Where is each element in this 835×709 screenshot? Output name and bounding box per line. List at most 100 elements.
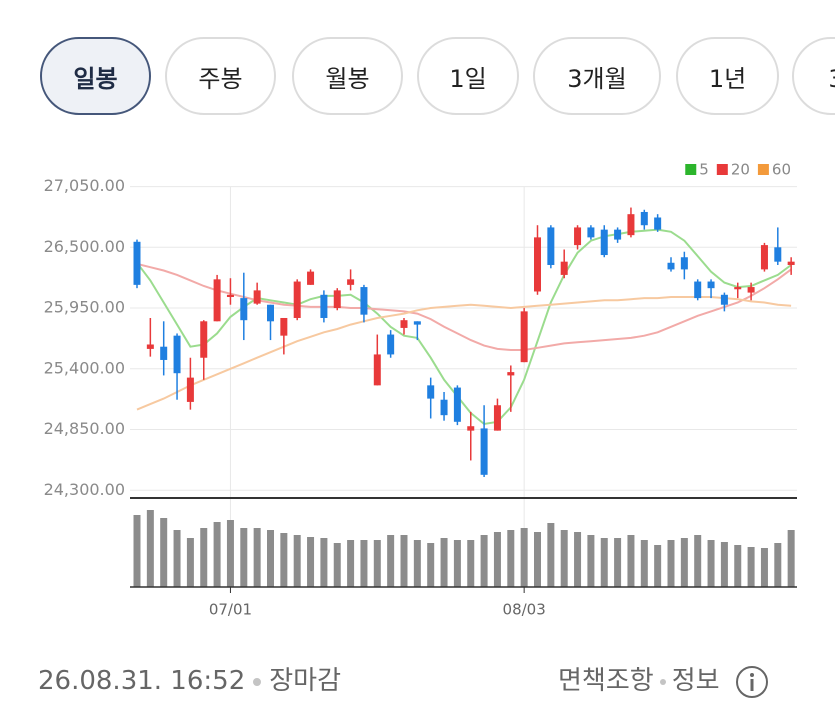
y-tick-label: 27,050.00 [44,176,125,195]
volume-bar [600,538,608,587]
timestamp: 26.08.31. 16:52 [38,666,246,696]
market-status: 26.08.31. 16:52 장마감 [38,660,341,697]
volume-bar [226,520,234,587]
legend-label: 5 [699,161,709,179]
volume-bar [760,548,768,587]
candle-body [307,271,315,285]
candle-body [707,281,715,289]
volume-bar [467,540,475,587]
y-tick-label: 25,400.00 [44,358,125,377]
moving-average-line [136,262,792,351]
volume-bar [627,535,635,587]
x-tick-label: 07/01 [209,601,252,619]
candle-body [427,385,435,399]
volume-bar [534,532,541,587]
candle-body [760,245,768,270]
volume-bar [694,535,702,587]
volume-bar [293,535,301,587]
volume-bar [186,538,194,587]
legend-swatch [685,164,697,175]
candle-body [787,261,795,265]
period-tab[interactable]: 3개월 [533,37,661,115]
period-tab[interactable]: 월봉 [292,37,403,115]
moving-average-line [136,296,792,411]
volume-bar [333,543,341,587]
chart: 27,050.00 26,500.00 25,950.00 25,400.00 24,8… [44,161,797,619]
y-tick-label: 24,850.00 [44,419,125,438]
footer-links: 면책조항 정보 [558,660,770,700]
candle-body [560,261,568,275]
legend-label: 60 [772,161,791,179]
volume-bar [614,538,622,587]
volume-bar [774,543,782,587]
candle-body [173,335,181,374]
separator [253,677,262,686]
candle-body [587,227,595,238]
candle-body [734,287,742,290]
volume-bar [387,535,395,587]
volume-bar [360,540,368,587]
candle-body [640,211,648,226]
candle-body [600,229,608,256]
volume-bar [440,538,448,587]
candle-body [267,304,274,322]
volume-bar [133,515,141,587]
volume-bar [253,528,261,587]
candle-body [774,247,782,262]
volume-bar [520,528,528,587]
volume-bar [667,540,675,587]
info-link[interactable]: 정보 [671,666,720,696]
candle-body [400,320,408,328]
candle-body [453,387,461,422]
volume-bar [707,540,715,587]
volume-bar [267,530,274,587]
legend-swatch [716,164,728,175]
candle-body [720,294,728,305]
volume-bar [453,540,461,587]
candle-body [574,227,582,246]
period-tab[interactable]: 1년 [676,37,779,115]
volume-bar [747,547,755,587]
candle-body [413,321,421,325]
candle-body [467,426,475,431]
period-tab[interactable]: 1일 [417,37,519,115]
candle-body [507,372,515,376]
volume-bar [400,535,408,587]
candle-body [667,262,675,270]
candle-body [387,334,395,355]
candle-body [694,281,702,299]
volume-bar [587,535,595,587]
volume-bar [307,537,315,587]
volume-bar [720,542,728,587]
y-tick-label: 26,500.00 [44,237,125,256]
period-tab[interactable]: 일봉 [40,37,151,115]
candle-body [614,229,622,240]
candle-body [333,290,341,309]
volume-bar [213,522,221,587]
volume-bar [547,523,555,587]
volume-bar [734,545,742,587]
candle-body [293,281,301,318]
candle-body [747,287,755,293]
y-tick-label: 24,300.00 [44,480,125,499]
volume-bar [280,533,288,587]
info-icon[interactable] [734,664,770,700]
candle-body [253,290,261,304]
candle-body [627,214,635,236]
candle-body [360,287,368,315]
period-tab[interactable]: 주봉 [165,37,276,115]
volume-bar [654,545,662,587]
legend-label: 20 [731,161,750,179]
volume-bar [680,538,688,587]
legend-swatch [757,164,769,175]
volume-bar [640,540,648,587]
disclaimer-link[interactable]: 면책조항 [558,666,654,696]
volume-bar [574,532,582,587]
status: 장마감 [269,666,342,696]
volume-bar [493,532,501,587]
volume-bar [427,543,435,587]
candle-body [480,428,488,475]
volume-bar [560,530,568,587]
candle-body [146,344,154,349]
